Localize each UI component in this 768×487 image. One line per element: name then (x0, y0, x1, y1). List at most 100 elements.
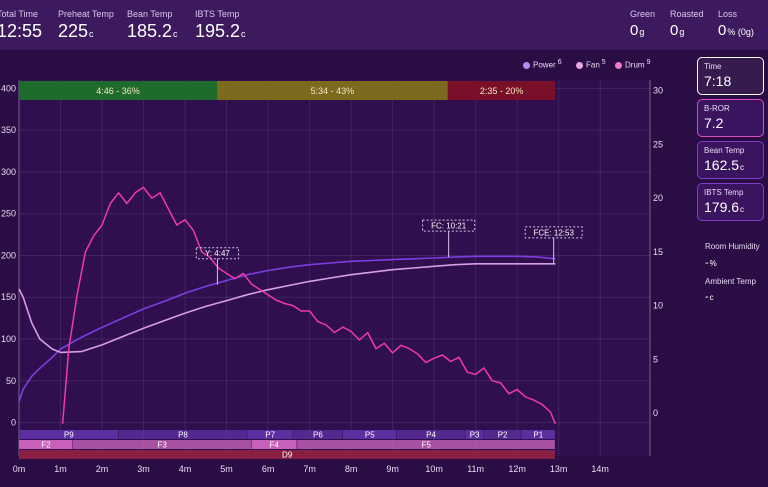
phase-label: 4:46 - 36% (96, 86, 140, 96)
series-line (18, 255, 556, 402)
preheat-temp-label: Preheat Temp (58, 9, 114, 19)
x-tick-label: 13m (550, 464, 568, 474)
roasted-weight-value: 0 (670, 22, 679, 39)
preheat-temp-value: 225 (58, 21, 89, 41)
phase-label: 5:34 - 43% (311, 86, 355, 96)
loss-stat: Loss 0% (0g) (718, 9, 754, 39)
green-weight-unit: g (639, 27, 645, 37)
y-tick-label: 100 (1, 334, 16, 344)
phase-label: 2:35 - 20% (480, 86, 524, 96)
loss-value: 0 (718, 22, 727, 39)
green-weight-stat: Green 0g (630, 9, 655, 39)
ibts-temp-card-label: IBTS Temp (704, 188, 744, 197)
room-humidity-label: Room Humidity (705, 242, 760, 251)
preheat-temp-stat: Preheat Temp 225c (58, 9, 114, 42)
green-weight-label: Green (630, 9, 656, 19)
track-segment-label: P3 (470, 431, 480, 440)
x-tick-label: 2m (96, 464, 109, 474)
chart-canvas[interactable]: 0m 1m 2m 3m 4m 5m 6m 7m 8m 9m 10m 11m 12m 13m 14m05010… (0, 54, 690, 487)
y2-tick-label: 25 (653, 139, 663, 149)
ibts-temp-card-value: 179.6 (704, 199, 740, 215)
ambient-temp-label: Ambient Temp (705, 277, 756, 286)
legend-fan-label: Fan (586, 60, 600, 70)
x-tick-label: 1m (54, 464, 67, 474)
y2-tick-label: 15 (653, 247, 663, 257)
y-tick-label: 400 (1, 83, 16, 93)
track-segment-label: P9 (64, 431, 74, 440)
track-segment (465, 430, 484, 439)
legend-power-label: Power (533, 60, 556, 70)
bean-temp-value: 185.2 (127, 21, 173, 41)
legend-drum-label: Drum (625, 60, 645, 70)
x-tick-label: 5m (220, 464, 233, 474)
ibts-temp-label: IBTS Temp (195, 9, 240, 19)
roasted-weight-label: Roasted (670, 9, 704, 19)
ambient-temp-unit: c (709, 293, 714, 302)
bean-temp-card-label: Bean Temp (704, 146, 745, 155)
track-segment-label: F3 (158, 441, 168, 450)
y-tick-label: 300 (1, 167, 16, 177)
legend-drum-swatch (615, 61, 622, 69)
y2-tick-label: 20 (653, 193, 663, 203)
preheat-temp-unit: c (89, 29, 94, 39)
y2-tick-label: 10 (653, 301, 663, 311)
bror-card-value: 7.2 (704, 115, 724, 131)
track-segment (118, 430, 247, 439)
time-card-value: 7:18 (704, 73, 732, 89)
x-tick-label: 3m (137, 464, 150, 474)
bean-temp-card-unit: c (740, 163, 745, 172)
x-tick-label: 0m (13, 464, 26, 474)
bror-card[interactable]: B-ROR 7.2 (697, 99, 764, 137)
legend-power-count: 6 (557, 59, 562, 66)
legend-fan[interactable]: Fan 5 (576, 59, 606, 70)
track-segment (292, 430, 343, 439)
track-segment-label: P7 (265, 431, 275, 440)
legend-drum[interactable]: Drum 9 (615, 59, 650, 70)
bror-card-label: B-ROR (704, 104, 730, 113)
track-segment-label: P5 (365, 431, 375, 440)
track-segment-label: F2 (41, 441, 51, 450)
track-segment (19, 430, 119, 439)
legend-fan-swatch (576, 61, 583, 69)
track-segment (297, 440, 555, 449)
bean-temp-card-value: 162.5 (704, 157, 740, 173)
legend-power[interactable]: Power 6 (523, 59, 562, 70)
series-line (18, 263, 556, 354)
track-segment-label: F5 (422, 441, 432, 450)
roasted-weight-stat: Roasted 0g (670, 9, 704, 39)
total-time-label: Total Time (0, 9, 39, 19)
ibts-temp-card[interactable]: IBTS Temp 179.6c (697, 183, 764, 221)
track-segment (396, 430, 465, 439)
loss-unit: % (0g) (727, 27, 754, 37)
track-segment (72, 440, 251, 449)
x-tick-label: 6m (262, 464, 275, 474)
track-segment-label: P8 (178, 431, 188, 440)
ibts-temp-card-unit: c (740, 205, 745, 214)
roasted-weight-unit: g (679, 27, 685, 37)
y-tick-label: 350 (1, 125, 16, 135)
y2-tick-label: 5 (653, 354, 658, 364)
x-tick-label: 9m (386, 464, 399, 474)
event-marker-box (195, 247, 240, 260)
track-segment (251, 440, 297, 449)
roast-chart[interactable]: Power 6 Fan 5 Drum 9 0m 1m 2m 3m 4m 5m 6m 7m 8m 9m 10… (0, 54, 690, 487)
y-tick-label: 150 (1, 292, 16, 302)
legend-power-swatch (523, 61, 530, 69)
total-time-value: 12:55 (0, 21, 43, 41)
bean-temp-card[interactable]: Bean Temp 162.5c (697, 141, 764, 179)
track-segment-label: P1 (533, 431, 543, 440)
legend-fan-count: 5 (601, 59, 606, 66)
x-tick-label: 7m (303, 464, 316, 474)
top-stats-bar: Total Time 12:55 Preheat Temp 225c Bean … (0, 0, 768, 50)
time-card[interactable]: Time 7:18 (697, 57, 764, 95)
ibts-temp-unit: c (241, 29, 246, 39)
track-segment (521, 430, 555, 439)
legend-drum-count: 9 (646, 59, 651, 66)
track-segment-label: P6 (313, 431, 323, 440)
ibts-temp-stat: IBTS Temp 195.2c (195, 9, 246, 42)
y-tick-label: 250 (1, 209, 16, 219)
phase-band (447, 81, 556, 100)
room-humidity-unit: % (709, 259, 717, 268)
y-tick-label: 0 (11, 418, 16, 428)
track-segment (19, 450, 555, 459)
